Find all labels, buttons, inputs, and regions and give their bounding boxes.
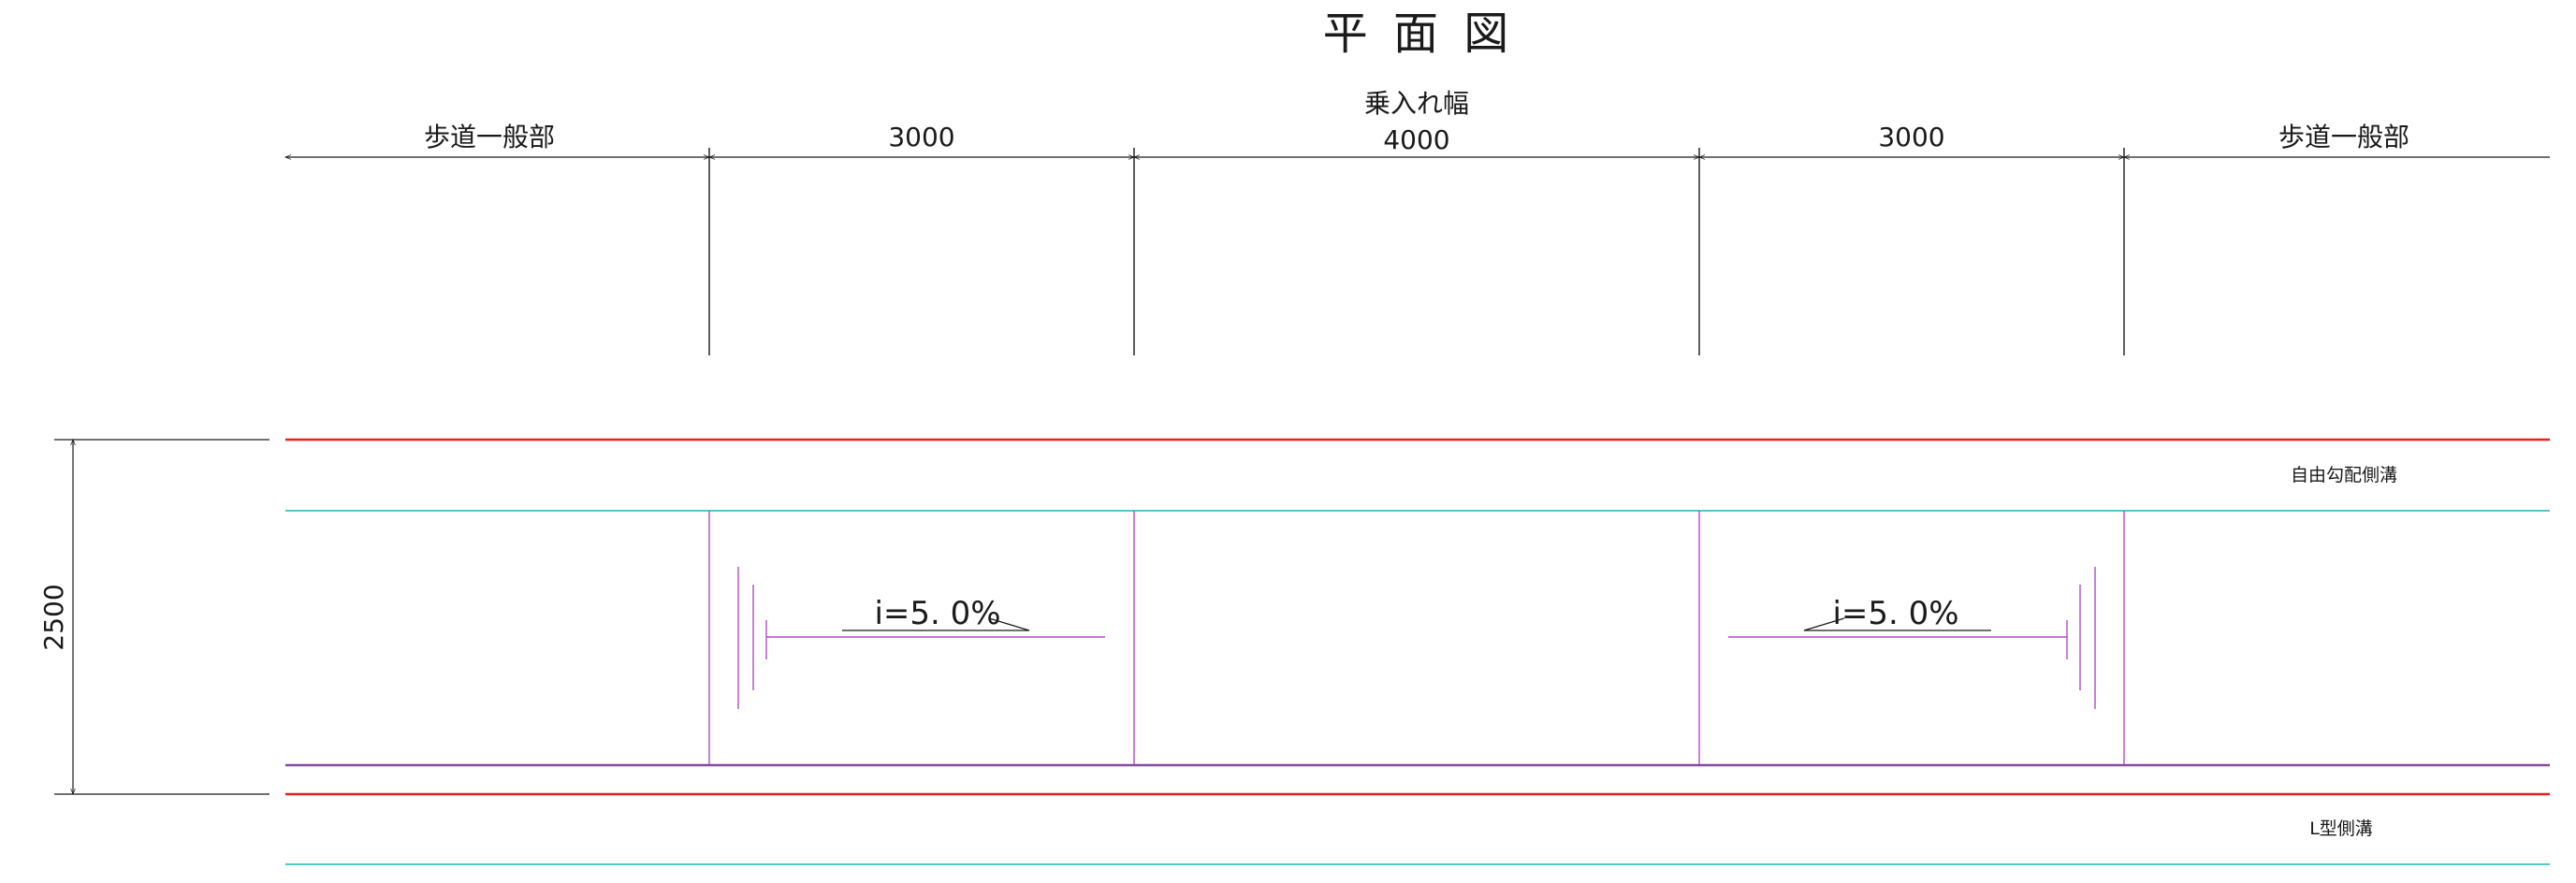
free-gradient-gutter-label: 自由勾配側溝 bbox=[2291, 465, 2397, 485]
extension-lines bbox=[708, 148, 2125, 355]
left-slope-indicator: i=5. 0% bbox=[737, 567, 1105, 709]
left-slope-label: i=5. 0% bbox=[874, 595, 1000, 632]
segment-label-center: 4000 bbox=[1383, 124, 1449, 155]
height-dimension-label: 2500 bbox=[38, 584, 69, 650]
right-slope-indicator: i=5. 0% bbox=[1728, 567, 2096, 709]
segment-label-right-slope: 3000 bbox=[1878, 122, 1944, 152]
driveway-width-label: 乗入れ幅 bbox=[1364, 88, 1469, 119]
segment-label-right-sidewalk: 歩道一般部 bbox=[2278, 122, 2409, 152]
driveway-section-lines bbox=[708, 511, 2125, 765]
right-slope-label: i=5. 0% bbox=[1832, 595, 1958, 632]
segment-label-left-sidewalk: 歩道一般部 bbox=[424, 122, 555, 152]
vertical-dimension-line bbox=[54, 439, 269, 795]
segment-label-left-slope: 3000 bbox=[888, 122, 954, 152]
l-type-gutter-label: L型側溝 bbox=[2309, 818, 2373, 839]
plan-view-title: 平 面 図 bbox=[1323, 7, 1515, 60]
